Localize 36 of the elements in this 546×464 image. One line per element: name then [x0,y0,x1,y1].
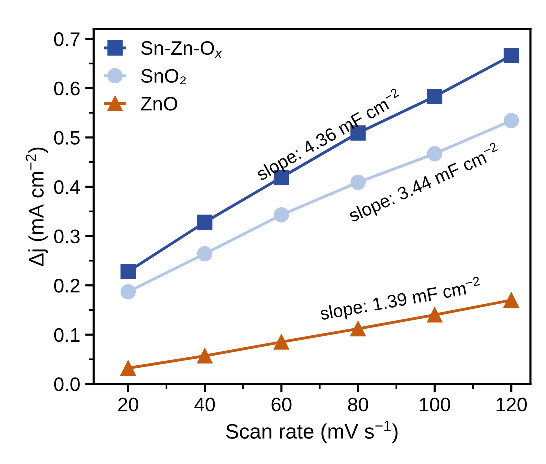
point [274,207,290,223]
point [427,89,443,104]
point [350,174,366,190]
point [197,246,213,262]
legend-label: Sn-Zn-O$_{x}$ [141,41,223,58]
point [504,113,520,129]
y-tick-label: 0.2 [54,279,80,293]
x-tick-label: 60 [272,398,292,412]
y-tick-label: 0.3 [54,230,80,244]
point [504,48,520,64]
point [274,334,290,350]
y-tick-label: 0.4 [54,180,80,194]
point [427,308,443,323]
y-tick-label: 0.6 [54,82,80,96]
x-tick-label: 120 [496,398,528,412]
y-axis-title: Δj (mA cm$^{−2}$) [26,148,48,266]
y-tick-label: 0.5 [54,131,80,145]
y-tick-label: 0.7 [54,32,80,46]
point [197,348,213,364]
x-tick-label: 20 [118,398,138,412]
x-tick-label: 40 [194,398,216,412]
point [504,292,520,308]
legend-label: ZnO [141,97,178,111]
annotation: slope: 1.39 mF cm$^{−2}$ [319,276,482,324]
y-tick-label: 0.0 [54,378,80,392]
point [350,321,366,337]
point [120,360,136,376]
point [120,284,136,300]
y-tick-label: 0.1 [54,328,80,342]
legend-label: SnO₂ [141,69,186,84]
point [120,264,136,280]
point [197,214,213,230]
x-axis-title: Scan rate (mV s$^{−1}$) [226,421,398,444]
x-tick-label: 100 [420,398,450,412]
point [427,146,443,162]
x-tick-label: 80 [348,398,368,412]
